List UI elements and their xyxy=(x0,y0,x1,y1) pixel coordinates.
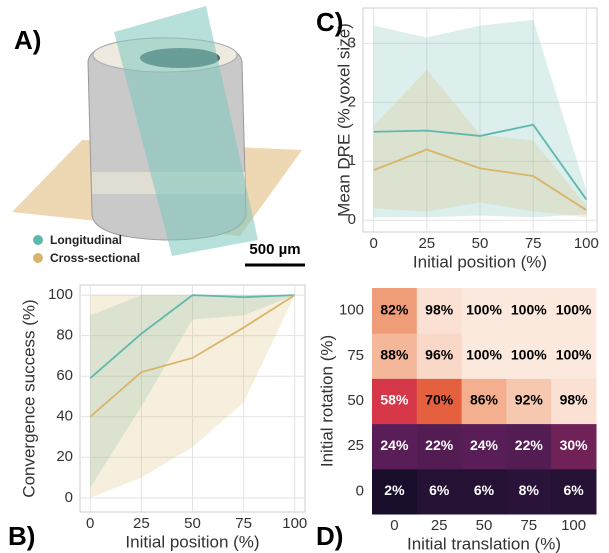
cell-label: 82% xyxy=(380,301,409,317)
y-tick-label: 80 xyxy=(56,327,73,344)
x-tick-label: 0 xyxy=(369,235,377,252)
cell-label: 24% xyxy=(470,437,499,453)
cell-label: 86% xyxy=(470,392,499,408)
y-tick-label: 25 xyxy=(347,437,364,454)
panel-label: A) xyxy=(14,25,41,55)
x-tick-label: 100 xyxy=(561,517,586,534)
y-tick-label: 100 xyxy=(339,302,364,319)
x-tick-label: 25 xyxy=(133,515,150,532)
legend-label: Cross-sectional xyxy=(50,251,140,265)
x-tick-label: 75 xyxy=(525,235,542,252)
x-tick-label: 50 xyxy=(184,515,201,532)
cell-label: 100% xyxy=(556,301,592,317)
y-tick-label: 20 xyxy=(56,448,73,465)
cell-label: 98% xyxy=(425,301,454,317)
cell-label: 24% xyxy=(380,437,409,453)
x-axis-label: Initial position (%) xyxy=(413,252,547,271)
x-axis-label: Initial translation (%) xyxy=(407,534,561,553)
x-tick-label: 50 xyxy=(472,235,489,252)
y-axis-label: Initial rotation (%) xyxy=(317,335,336,467)
cell-label: 100% xyxy=(511,301,547,317)
cell-label: 58% xyxy=(380,392,409,408)
cell-label: 70% xyxy=(425,392,454,408)
panel-label: D) xyxy=(316,521,343,551)
x-tick-label: 100 xyxy=(282,515,307,532)
legend-marker xyxy=(33,235,43,245)
x-tick-label: 50 xyxy=(476,517,493,534)
cell-label: 6% xyxy=(563,482,584,498)
cell-label: 100% xyxy=(556,347,592,363)
x-tick-label: 100 xyxy=(574,235,599,252)
cell-label: 2% xyxy=(384,482,405,498)
figure: Longitudinal Cross-sectional 500 µm A) 0… xyxy=(0,0,609,553)
y-tick-label: 60 xyxy=(56,367,73,384)
x-tick-label: 75 xyxy=(520,517,537,534)
x-tick-label: 25 xyxy=(431,517,448,534)
cell-label: 92% xyxy=(515,392,544,408)
cell-label: 22% xyxy=(425,437,454,453)
x-tick-label: 75 xyxy=(235,515,252,532)
panel-label: C) xyxy=(316,7,343,37)
x-tick-label: 25 xyxy=(418,235,435,252)
scale-bar-label: 500 µm xyxy=(249,241,300,258)
y-tick-label: 100 xyxy=(48,286,73,303)
y-tick-label: 0 xyxy=(65,489,73,506)
cell-label: 100% xyxy=(466,301,502,317)
legend-label: Longitudinal xyxy=(50,233,122,247)
y-tick-label: 0 xyxy=(356,482,364,499)
x-tick-label: 0 xyxy=(86,515,94,532)
panel-label: B) xyxy=(8,521,35,551)
cell-label: 100% xyxy=(511,347,547,363)
cell-label: 88% xyxy=(380,347,409,363)
y-tick-label: 40 xyxy=(56,408,73,425)
cell-label: 22% xyxy=(515,437,544,453)
cell-label: 98% xyxy=(560,392,589,408)
x-tick-label: 0 xyxy=(390,517,398,534)
render-3d: Longitudinal Cross-sectional 500 µm A) xyxy=(12,6,305,265)
cell-label: 8% xyxy=(519,482,540,498)
cell-label: 30% xyxy=(560,437,589,453)
cell-label: 6% xyxy=(474,482,495,498)
y-tick-label: 50 xyxy=(347,392,364,409)
cell-label: 100% xyxy=(466,347,502,363)
y-axis-label: Mean DRE (% voxel size) xyxy=(334,23,353,217)
y-tick-label: 75 xyxy=(347,347,364,364)
y-axis-label: Convergence success (%) xyxy=(19,299,38,497)
cell-label: 6% xyxy=(429,482,450,498)
cell-label: 96% xyxy=(425,347,454,363)
x-axis-label: Initial position (%) xyxy=(125,532,259,551)
legend-marker xyxy=(33,253,43,263)
